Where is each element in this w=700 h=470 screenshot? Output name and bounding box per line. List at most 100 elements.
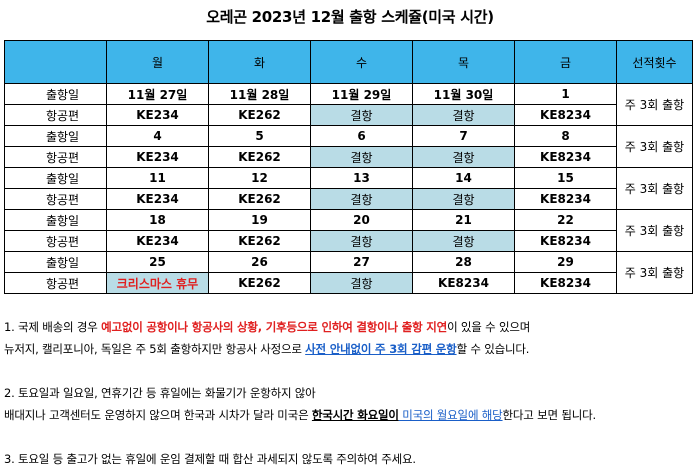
header-cell: 월 [106,40,209,84]
date-cell: 8 [514,125,617,147]
row-label: 출항일 [4,209,107,231]
flight-cell: KE8234 [412,272,515,294]
date-cell: 14 [412,167,515,189]
frequency-cell: 주 3회 출항 [616,83,693,126]
flight-cell: KE234 [106,188,209,210]
notes-section: 1. 국제 배송의 경우 예고없이 공항이나 항공사의 상황, 기후등으로 인하… [4,316,698,470]
date-cell: 15 [514,167,617,189]
flight-cell: KE262 [208,230,311,252]
date-cell: 20 [310,209,413,231]
flight-cell: KE8234 [514,104,617,126]
row-label: 항공편 [4,104,107,126]
cancelled-cell: 결항 [412,146,515,168]
row-label: 항공편 [4,230,107,252]
cancelled-cell: 결항 [412,230,515,252]
row-label: 출항일 [4,251,107,273]
note-text: 뉴저지, 캘리포니아, 독일은 주 5회 출항하지만 항공사 사정으로 [4,342,306,356]
flight-cell: KE8234 [514,188,617,210]
header-cell: 목 [412,40,515,84]
flight-cell: KE8234 [514,230,617,252]
header-cell: 화 [208,40,311,84]
note-line: 2. 토요일과 일요일, 연휴기간 등 휴일에는 화물기가 운항하지 않아 [4,382,698,404]
table-row: 출항일 11 12 13 14 15 주 3회 출항 [4,167,693,210]
note-highlight: 미국의 월요일에 해당 [398,408,503,422]
flight-cell: KE262 [208,272,311,294]
note-text: 배대지나 고객센터도 운영하지 않으며 한국과 시차가 달라 미국은 [4,408,312,422]
frequency-cell: 주 3회 출항 [616,125,693,168]
row-label: 출항일 [4,83,107,105]
date-cell: 4 [106,125,209,147]
header-cell: 수 [310,40,413,84]
date-cell: 19 [208,209,311,231]
date-cell: 6 [310,125,413,147]
cancelled-cell: 결항 [412,188,515,210]
date-cell: 11월 28일 [208,83,311,105]
flight-cell: KE234 [106,104,209,126]
note-line: 배대지나 고객센터도 운영하지 않으며 한국과 시차가 달라 미국은 한국시간 … [4,404,698,426]
row-label: 항공편 [4,272,107,294]
note-text: 3. 토요일 등 출고가 없는 휴일에 운임 결제할 때 합산 과세되지 않도록… [4,452,416,466]
date-cell: 11월 30일 [412,83,515,105]
note-highlight: 사전 안내없이 주 3회 감편 운항 [305,342,457,356]
note-text: 2. 토요일과 일요일, 연휴기간 등 휴일에는 화물기가 운항하지 않아 [4,386,316,400]
frequency-cell: 주 3회 출항 [616,251,693,294]
date-cell: 26 [208,251,311,273]
date-cell: 28 [412,251,515,273]
note-highlight: 예고없이 공항이나 항공사의 상황, 기후등으로 인하여 결항이나 출항 지연 [101,320,448,334]
row-label: 항공편 [4,188,107,210]
flight-cell: KE8234 [514,146,617,168]
date-cell: 29 [514,251,617,273]
cancelled-cell: 결항 [310,188,413,210]
date-cell: 27 [310,251,413,273]
note-line: 3. 토요일 등 출고가 없는 휴일에 운임 결제할 때 합산 과세되지 않도록… [4,448,698,470]
cancelled-cell: 결항 [310,230,413,252]
row-label: 출항일 [4,167,107,189]
table-row: 항공편 크리스마스 휴무 KE262 결항 KE8234 KE8234 [4,272,693,294]
date-cell: 12 [208,167,311,189]
note-text: 1. 국제 배송의 경우 [4,320,102,334]
cancelled-cell: 결항 [412,104,515,126]
date-cell: 11월 27일 [106,83,209,105]
note-line: 뉴저지, 캘리포니아, 독일은 주 5회 출항하지만 항공사 사정으로 사전 안… [4,338,698,360]
cancelled-cell: 결항 [310,146,413,168]
header-cell [4,40,107,84]
header-cell: 금 [514,40,617,84]
date-cell: 1 [514,83,617,105]
date-cell: 21 [412,209,515,231]
note-line: 1. 국제 배송의 경우 예고없이 공항이나 항공사의 상황, 기후등으로 인하… [4,316,698,338]
date-cell: 5 [208,125,311,147]
table-header-row: 월 화 수 목 금 선적횟수 [4,40,693,84]
flight-cell: KE262 [208,188,311,210]
holiday-cell: 크리스마스 휴무 [106,272,209,294]
table-row: 항공편 KE234 KE262 결항 결항 KE8234 [4,146,693,168]
date-cell: 7 [412,125,515,147]
flight-cell: KE262 [208,146,311,168]
date-cell: 18 [106,209,209,231]
flight-cell: KE234 [106,146,209,168]
schedule-table: 월 화 수 목 금 선적횟수 출항일 11월 27일 11월 28일 11월 2… [4,40,693,294]
table-row: 항공편 KE234 KE262 결항 결항 KE8234 [4,188,693,210]
table-row: 출항일 25 26 27 28 29 주 3회 출항 [4,251,693,294]
date-cell: 11월 29일 [310,83,413,105]
date-cell: 22 [514,209,617,231]
cancelled-cell: 결항 [310,272,413,294]
note-text: 할 수 있습니다. [456,342,530,356]
page-title: 오레곤 2023년 12월 출항 스케쥴(미국 시간) [206,8,494,26]
frequency-cell: 주 3회 출항 [616,167,693,210]
header-cell: 선적횟수 [616,40,693,84]
row-label: 출항일 [4,125,107,147]
flight-cell: KE8234 [514,272,617,294]
table-row: 항공편 KE234 KE262 결항 결항 KE8234 [4,104,693,126]
note-text: 이 있을 수 있으며 [447,320,531,334]
date-cell: 25 [106,251,209,273]
note-highlight: 한국시간 화요일이 [311,408,399,422]
note-text: 한다고 보면 됩니다. [502,408,597,422]
flight-cell: KE262 [208,104,311,126]
table-row: 출항일 4 5 6 7 8 주 3회 출항 [4,125,693,168]
date-cell: 13 [310,167,413,189]
flight-cell: KE234 [106,230,209,252]
table-row: 출항일 11월 27일 11월 28일 11월 29일 11월 30일 1 주 … [4,83,693,126]
table-row: 항공편 KE234 KE262 결항 결항 KE8234 [4,230,693,252]
frequency-cell: 주 3회 출항 [616,209,693,252]
row-label: 항공편 [4,146,107,168]
